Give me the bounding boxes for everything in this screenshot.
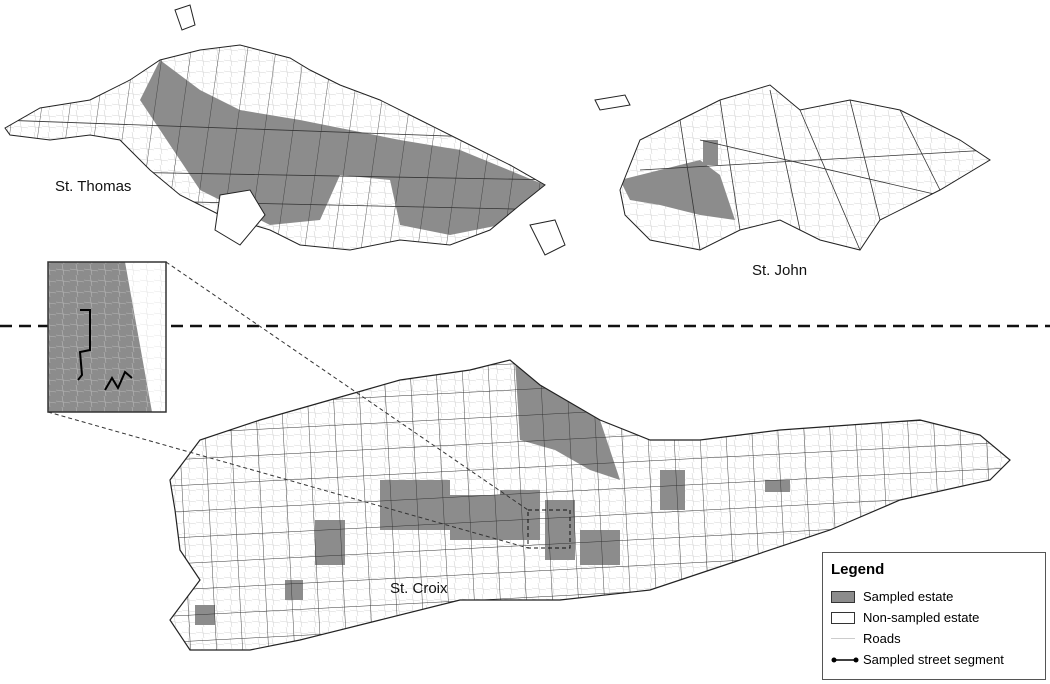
label-st-croix: St. Croix	[390, 580, 448, 597]
small-island	[529, 219, 566, 256]
label-st-thomas: St. Thomas	[55, 178, 132, 195]
small-island	[594, 94, 631, 111]
legend-title: Legend	[831, 561, 885, 578]
nonsampled-estate-swatch	[831, 611, 855, 624]
roads-line-swatch	[831, 638, 855, 639]
legend-label: Sampled estate	[863, 589, 954, 604]
legend-item-sampled: Sampled estate	[831, 586, 1037, 607]
legend-label: Roads	[863, 631, 901, 646]
st-john-island	[620, 85, 990, 250]
sampled-estate-swatch	[831, 590, 855, 603]
legend-label: Non-sampled estate	[863, 610, 980, 625]
legend-item-nonsampled: Non-sampled estate	[831, 607, 1037, 628]
inset-map	[47, 261, 167, 413]
legend-label: Sampled street segment	[863, 652, 1004, 667]
small-island	[214, 189, 266, 246]
label-st-john: St. John	[752, 262, 808, 279]
legend-item-roads: Roads	[831, 628, 1037, 649]
small-island	[174, 4, 196, 31]
legend-item-street-segment: Sampled street segment	[831, 649, 1037, 670]
sampled-estate	[620, 160, 735, 220]
street-segment-swatch	[831, 657, 859, 662]
inset-extent-box	[527, 509, 571, 549]
sampled-street-segment	[104, 370, 133, 391]
legend: Legend Sampled estate Non-sampled estate…	[822, 552, 1046, 680]
st-thomas-island	[5, 45, 545, 250]
sampled-street-segment	[77, 309, 91, 381]
